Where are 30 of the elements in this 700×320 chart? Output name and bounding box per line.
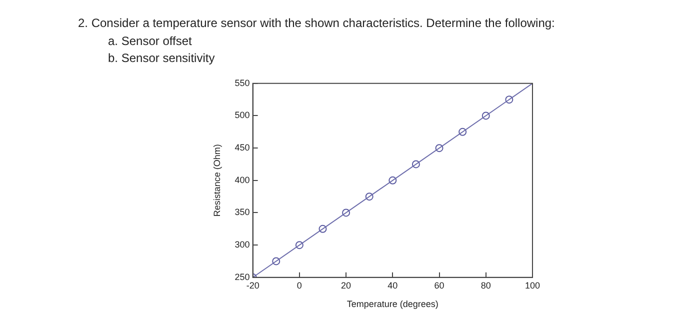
y-tick-label: 250 (234, 272, 250, 282)
point (365, 192, 374, 201)
x-tick-label: 60 (434, 280, 444, 290)
point (295, 241, 304, 250)
text: a. Sensor offset (108, 34, 192, 48)
y-tick-label: 450 (234, 142, 250, 153)
point (272, 257, 280, 266)
chart-title: 2. Consider a temperature sensor with the shown characteristics. Determine the following: (78, 16, 555, 30)
point (342, 208, 350, 217)
point (388, 176, 397, 184)
y-tick-label: 300 (234, 240, 250, 250)
x-tick-label: 0 (296, 280, 302, 290)
x-tick-label: 20 (341, 280, 352, 290)
x-axis-title: Temperature (degrees) (346, 299, 438, 310)
point (458, 128, 467, 136)
y-tick-label: 400 (234, 174, 250, 185)
text: b. Sensor sensitivity (108, 51, 215, 65)
point (318, 224, 327, 233)
point (435, 144, 444, 152)
x-tick-label: -20 (246, 280, 260, 290)
point (505, 96, 514, 104)
y-tick-label: 550 (234, 78, 250, 88)
x-tick-label: 80 (480, 280, 491, 290)
point (412, 160, 420, 168)
point (482, 112, 490, 120)
y-tick-label: 350 (234, 207, 250, 218)
x-tick-label: 100 (524, 280, 540, 290)
x-tick-label: 40 (388, 280, 398, 290)
y-axis-title: Resistance (Ohm) (212, 144, 222, 217)
y-tick-label: 500 (234, 110, 250, 120)
